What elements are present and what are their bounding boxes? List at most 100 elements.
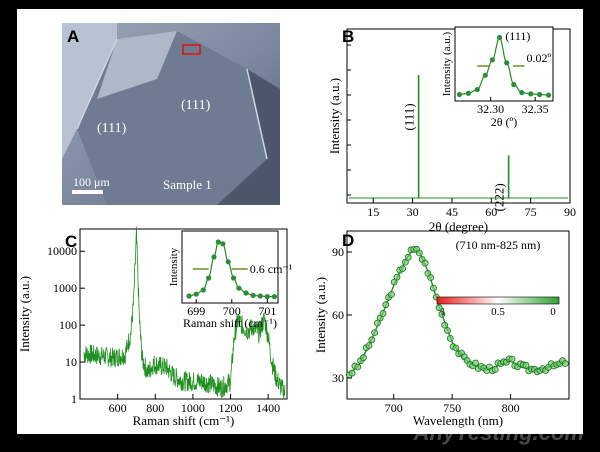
d-marker-11	[373, 319, 381, 327]
b-inset-fwhm-label: 0.02º	[526, 51, 551, 65]
d-marker-10	[371, 329, 379, 337]
c-ytick-label-3: 100	[59, 318, 77, 332]
c-inset-point-7	[220, 241, 226, 247]
b-inset-xtick-label-1: 32.30	[477, 102, 504, 116]
c-xtick-label-4: 1200	[219, 401, 243, 415]
d-marker-46	[472, 359, 479, 367]
b-xtick-label-5: 75	[525, 205, 537, 219]
sample-label: Sample 1	[163, 177, 212, 192]
b-inset-point-10	[528, 91, 534, 97]
chart-b-main: (111) (222) 15 30 45 60 75 90 2θ (degree) Intensi…	[327, 28, 576, 234]
d-marker-28	[421, 259, 429, 267]
d-colorbar-tick-1: 1	[440, 306, 446, 318]
d-marker-16	[387, 291, 395, 298]
d-marker-78	[561, 360, 569, 367]
panel-a: A (111) (111) 100 μm Sample 1	[62, 23, 280, 205]
d-marker-18	[393, 273, 401, 281]
b-peak-label-1: (111)	[402, 103, 417, 130]
d-marker-4	[354, 363, 362, 371]
b-inset-frame	[454, 26, 554, 102]
d-marker-17	[390, 278, 398, 286]
b-inset-point-2	[465, 90, 471, 96]
c-inset-point-14	[264, 294, 270, 300]
d-marker-35	[441, 321, 449, 329]
sem-edge-2	[76, 38, 118, 130]
b-inset-point-1	[456, 91, 463, 98]
b-peak-label-2: (222)	[492, 183, 507, 211]
b-inset-point-8	[511, 82, 517, 88]
b-inset-fit-line	[459, 36, 549, 96]
sem-crystal-face-left	[62, 23, 117, 159]
c-inset-point-13	[257, 293, 263, 299]
c-inset-fwhm-label: 0.6 cm⁻¹	[250, 262, 293, 276]
chart-d-inset: (710 nm-825 nm) 1 0.5 0	[436, 238, 560, 318]
d-xlabel: Wavelength (nm)	[413, 413, 503, 428]
watermark: AnyTesting.com	[413, 420, 584, 445]
sem-edge-1	[246, 68, 268, 160]
c-inset-point-9	[230, 275, 237, 281]
sem-crystal-face-top	[97, 31, 177, 99]
d-marker-34	[438, 310, 446, 318]
d-colorbar-tick-2: 0.5	[491, 306, 505, 318]
b-xtick-label-3: 45	[446, 205, 458, 219]
d-xtick-label-3: 800	[502, 401, 520, 415]
c-ytick-label-2: 10	[65, 355, 77, 369]
panel-d: D 700 750 800 30 60 90 Wavelength (nm) Intensit…	[313, 230, 570, 428]
panel-b: B (111) (222) 15 30 45 60 75 90 2θ (degree) Inten…	[327, 26, 576, 234]
d-marker-39	[452, 344, 460, 352]
panel-a-letter: A	[67, 27, 79, 46]
panel-c-letter: C	[65, 232, 77, 251]
b-inset-point-6	[496, 34, 503, 41]
c-inset-point-4	[206, 275, 212, 281]
d-ytick-label-2: 60	[332, 308, 344, 322]
c-inset-point-2	[193, 291, 199, 297]
chart-d-main: 700 750 800 30 60 90 Wavelength (nm) Intensity …	[313, 230, 570, 428]
sem-highlight-box	[182, 44, 201, 55]
d-marker-53	[491, 366, 499, 373]
c-inset-point-3	[200, 287, 206, 293]
b-inset-point-12	[545, 92, 552, 98]
c-inset-xtick-label-1: 699	[187, 304, 205, 318]
c-xtick-label-3: 1000	[181, 401, 205, 415]
d-marker-31	[430, 284, 437, 292]
c-inset-point-11	[243, 290, 249, 296]
d-marker-37	[446, 334, 454, 342]
d-marker-64	[522, 361, 530, 369]
c-inset-point-1	[186, 293, 192, 299]
c-inset-point-10	[236, 285, 242, 291]
c-inset-xtick-label-3: 701	[258, 304, 276, 318]
facet-label-right: (111)	[181, 98, 211, 113]
d-marker-22	[404, 253, 412, 261]
scale-bar	[72, 190, 103, 194]
b-inset-point-7	[504, 60, 510, 66]
b-xlabel: 2θ (degree)	[429, 219, 488, 234]
c-main-plot-frame	[79, 228, 288, 400]
b-inset-point-5	[489, 57, 496, 63]
b-inset-xlabel: 2θ (º)	[491, 115, 517, 129]
b-xtick-label-1: 15	[367, 205, 379, 219]
figure-svg: A (111) (111) 100 μm Sample 1 B (111) (22…	[17, 23, 576, 428]
d-marker-30	[427, 274, 435, 282]
d-marker-36	[444, 327, 451, 334]
c-xtick-label-1: 600	[109, 401, 127, 415]
c-inset-point-8	[225, 259, 231, 265]
d-marker-26	[415, 249, 423, 257]
d-inset-title: (710 nm-825 nm)	[456, 238, 541, 252]
d-xtick-label-1: 700	[385, 401, 403, 415]
c-spectrum-line	[83, 226, 286, 400]
d-ylabel: Intensity (a.u.)	[313, 277, 328, 353]
d-marker-20	[399, 265, 407, 273]
b-inset-point-9	[519, 90, 525, 96]
sem-crystal-face-right	[217, 69, 280, 205]
d-colorbar-tick-3: 0	[550, 306, 556, 318]
d-marker-6	[359, 354, 367, 362]
b-inset-point-11	[537, 91, 543, 98]
c-xtick-label-5: 1400	[256, 401, 280, 415]
d-xtick-label-2: 750	[443, 401, 461, 415]
c-inset-ylabel: Intensity	[168, 247, 180, 286]
b-xtick-label-6: 90	[564, 205, 576, 219]
d-colorbar	[436, 296, 560, 305]
b-inset-ylabel: Intensity (a.u.)	[441, 31, 453, 96]
b-inset-xtick-label-2: 32.35	[522, 102, 549, 116]
